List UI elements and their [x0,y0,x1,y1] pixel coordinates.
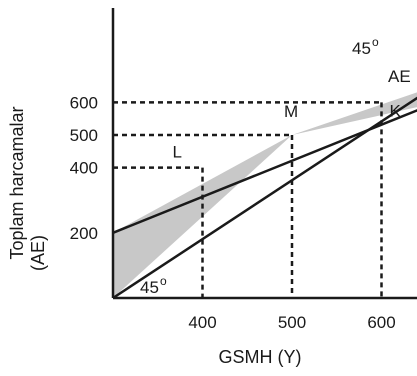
label-45-top-degree: o [372,35,379,49]
dashed-guides [113,101,383,298]
y-tick-label-400: 400 [70,159,98,178]
label-45-bottom: 45 o [140,274,167,297]
ae-line [112,109,417,234]
y-tick-label-200: 200 [70,224,98,243]
x-tick-labels: 400 500 600 [188,313,395,332]
label-45-bottom-degree: o [160,274,167,288]
label-45-bottom-number: 45 [140,278,159,297]
label-ae: AE [388,67,411,86]
y-tick-labels: 200 400 500 600 [70,93,98,242]
shaded-gap-regions [113,92,417,298]
y-axis-title-line-2: (AE) [28,235,48,271]
x-tick-label-400: 400 [188,313,216,332]
y-axis-title-line-1: Toplam harcamalar [7,106,27,259]
x-tick-label-500: 500 [278,313,306,332]
point-label-k: K [390,101,402,120]
chart-lines [112,96,417,300]
point-labels: M L K [173,101,402,161]
x-tick-label-600: 600 [367,313,395,332]
y-tick-label-500: 500 [70,126,98,145]
point-label-l: L [173,143,182,162]
y-tick-label-600: 600 [70,93,98,112]
label-45-top: 45 o [352,35,379,58]
point-label-m: M [284,102,298,121]
y-axis-title: Toplam harcamalar (AE) [7,106,48,271]
label-45-top-number: 45 [352,39,371,58]
x-axis-title: GSMH (Y) [219,347,302,367]
line-45-degree [112,96,417,300]
axes [111,8,417,300]
